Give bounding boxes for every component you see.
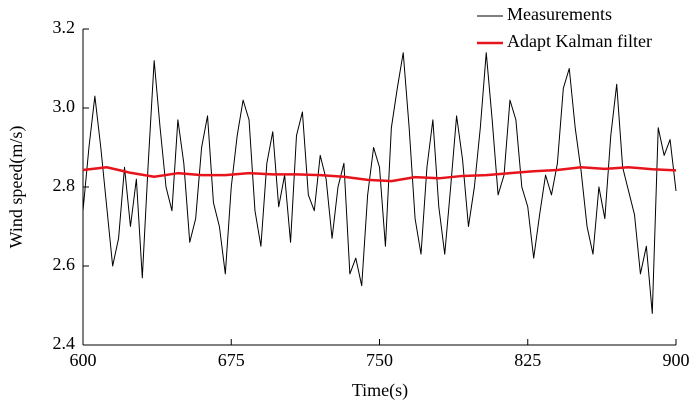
x-tick-label: 675	[218, 350, 245, 370]
series-line	[82, 166, 677, 183]
y-axis-label: Wind speed(m/s)	[6, 126, 27, 249]
y-tick-label: 2.8	[53, 175, 76, 195]
y-tick-label: 2.4	[53, 333, 76, 353]
x-tick-label: 750	[366, 350, 393, 370]
y-tick-label: 2.6	[53, 254, 76, 274]
legend-label: Measurements	[507, 4, 612, 24]
y-tick-label: 3.0	[53, 96, 76, 116]
x-tick-label: 600	[70, 350, 97, 370]
x-axis-label: Time(s)	[352, 380, 408, 401]
x-tick-label: 825	[514, 350, 541, 370]
x-tick-label: 900	[663, 350, 690, 370]
y-tick-label: 3.2	[53, 17, 76, 37]
legend-label: Adapt Kalman filter	[507, 31, 652, 51]
series-line	[82, 52, 677, 314]
